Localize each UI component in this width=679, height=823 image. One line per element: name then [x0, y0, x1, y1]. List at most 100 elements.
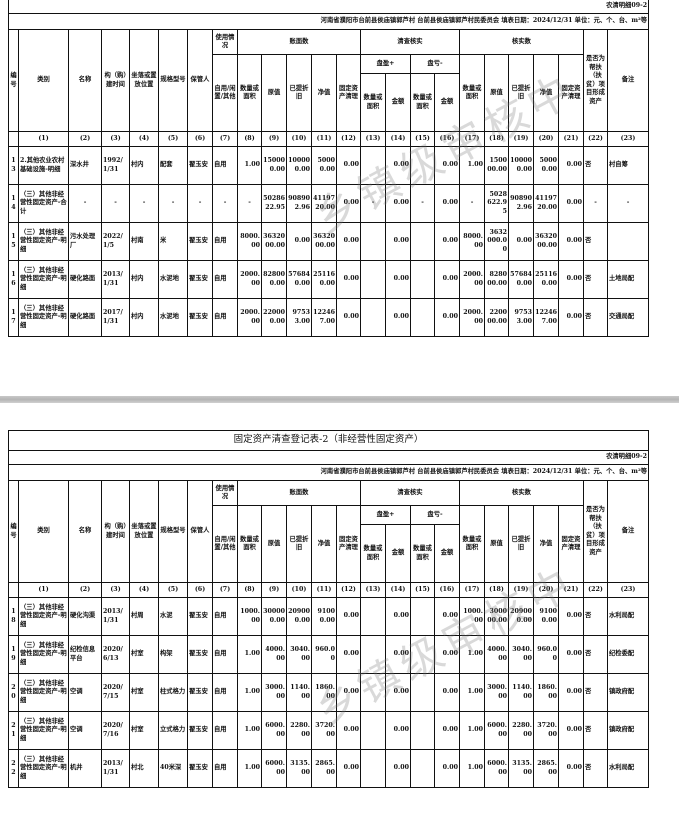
header-loss-amount: 金额 — [434, 524, 460, 583]
cell-location: 村内 — [129, 146, 159, 185]
cell-qty: 8000.00 — [237, 222, 262, 261]
column-index-verified-net: (20) — [533, 131, 559, 147]
header-check-group: 清查核实 — [360, 29, 460, 55]
cell-clear: 0.00 — [336, 711, 361, 750]
column-index-qty: (8) — [237, 131, 262, 147]
header-verified-orig: 原值 — [484, 505, 509, 583]
header-verified-depr: 已提折旧 — [508, 505, 534, 583]
cell-verified-qty: 1.00 — [459, 146, 485, 185]
header-gain-amount: 金额 — [385, 73, 411, 132]
cell-net: 91000.00 — [311, 597, 337, 636]
column-index-net: (11) — [311, 131, 337, 147]
cell-net: 960.00 — [311, 635, 337, 674]
column-index-name: (2) — [68, 582, 102, 598]
header-book-clear: 固定资产清理 — [336, 505, 361, 583]
form-code: 农清明细09-2 — [7, 0, 650, 14]
sheet-page-1: 农清明细09-2 河南省濮阳市台前县侯庙镇郭芦村 台前县侯庙镇郭芦村民委员会 填表… — [0, 0, 679, 396]
cell-category: （三）其他非经营性固定资产-明细 — [18, 673, 69, 712]
cell-category: （三）其他非经营性固定资产-明细 — [18, 635, 69, 674]
cell-keeper: 翟玉安 — [187, 711, 213, 750]
cell-gain-amount: 0.00 — [385, 222, 411, 261]
cell-category: 2.其他农业农村基础设施-明细 — [18, 146, 69, 185]
cell-gain-amount: 0.00 — [385, 711, 411, 750]
column-index-date: (3) — [101, 131, 130, 147]
cell-verified-depr: 576840.00 — [508, 260, 534, 299]
cell-no: 14 — [8, 184, 19, 223]
cell-loss-amount: 0.00 — [434, 673, 460, 712]
cell-orig: 220000.00 — [261, 298, 287, 337]
header-location: 坐落或置放位置 — [129, 480, 159, 583]
cell-name: 深水井 — [68, 146, 102, 185]
cell-clear: 0.00 — [336, 635, 361, 674]
cell-orig: 150000.00 — [261, 146, 287, 185]
cell-date: 2020/7/16 — [101, 711, 130, 750]
header-book-net: 净值 — [311, 54, 337, 132]
cell-keeper: - — [187, 184, 213, 223]
header-no: 编号 — [8, 480, 19, 583]
cell-loss-amount: 0.00 — [434, 260, 460, 299]
column-index-gain-qty: (13) — [360, 582, 386, 598]
header-book-orig: 原值 — [261, 505, 287, 583]
cell-verified-net: 3720.00 — [533, 711, 559, 750]
cell-verified-qty: 1.00 — [459, 711, 485, 750]
header-aid: 是否为帮扶（扶贫）项目形成资产 — [583, 480, 608, 583]
column-index-date: (3) — [101, 582, 130, 598]
header-usage: 自用/闲置/其他 — [212, 54, 238, 132]
cell-name: 污水处理厂 — [68, 222, 102, 261]
header-verified-depr: 已提折旧 — [508, 54, 534, 132]
cell-usage: 自用 — [212, 597, 238, 636]
cell-gain-amount: 0.00 — [385, 597, 411, 636]
cell-net: 3632000.00 — [311, 222, 337, 261]
cell-loss-amount: 0.00 — [434, 635, 460, 674]
header-category: 类别 — [18, 29, 69, 132]
table-row: 19 （三）其他非经营性固定资产-明细 纪检信息平台 2020/6/13 村室 构架 翟玉安… — [8, 635, 650, 674]
cell-aid: 否 — [583, 298, 608, 337]
column-index-category: (1) — [18, 582, 69, 598]
cell-net: 1860.00 — [311, 673, 337, 712]
cell-gain-amount: 0.00 — [385, 635, 411, 674]
column-index-category: (1) — [18, 131, 69, 147]
cell-spec: 柱式格力 — [158, 673, 188, 712]
cell-usage: - — [212, 184, 238, 223]
cell-name: 机井 — [68, 749, 102, 788]
cell-gain-qty — [360, 298, 386, 337]
cell-verified-clear: 0.00 — [558, 222, 584, 261]
cell-loss-qty: - — [410, 184, 435, 223]
cell-verified-net: 2865.00 — [533, 749, 559, 788]
cell-keeper: 翟玉安 — [187, 597, 213, 636]
header-usage: 自用/闲置/其他 — [212, 505, 238, 583]
cell-verified-orig: 3000.00 — [484, 673, 509, 712]
cell-verified-qty: 8000.00 — [459, 222, 485, 261]
cell-gain-qty — [360, 222, 386, 261]
cell-verified-clear: 0.00 — [558, 711, 584, 750]
cell-gain-qty — [360, 260, 386, 299]
cell-remark: 交通局配 — [606, 298, 650, 337]
cell-verified-net: 91000.00 — [533, 597, 559, 636]
cell-verified-depr: 100000.00 — [508, 146, 534, 185]
cell-no: 17 — [8, 298, 19, 337]
cell-keeper: 翟玉安 — [187, 635, 213, 674]
table-row: 14 （三）其他非经营性固定资产-合计 - - - - - - -5028622.95 90890… — [8, 184, 650, 223]
cell-aid: 否 — [583, 597, 608, 636]
header-verified-orig: 原值 — [484, 54, 509, 132]
cell-loss-amount: 0.00 — [434, 711, 460, 750]
cell-verified-clear: 0.00 — [558, 146, 584, 185]
column-index-loss-qty: (15) — [410, 582, 435, 598]
cell-orig: 828000.00 — [261, 260, 287, 299]
cell-clear: 0.00 — [336, 749, 361, 788]
cell-keeper: 翟玉安 — [187, 298, 213, 337]
cell-usage: 自用 — [212, 635, 238, 674]
column-index-loss-qty: (15) — [410, 131, 435, 147]
cell-loss-amount: 0.00 — [434, 597, 460, 636]
cell-keeper: 翟玉安 — [187, 222, 213, 261]
cell-orig: 6000.00 — [261, 711, 287, 750]
header-loss-qty: 数量或面积 — [410, 73, 435, 132]
cell-gain-amount: 0.00 — [385, 146, 411, 185]
cell-usage: 自用 — [212, 146, 238, 185]
cell-remark: 水利局配 — [606, 749, 650, 788]
header-book-qty: 数量或面积 — [237, 54, 262, 132]
asset-register-table: 农清明细09-2 河南省濮阳市台前县侯庙镇郭芦村 台前县侯庙镇郭芦村民委员会 填表… — [7, 0, 650, 337]
column-index-loss-amount: (16) — [434, 131, 460, 147]
cell-spec: - — [158, 184, 188, 223]
cell-location: 村周 — [129, 597, 159, 636]
